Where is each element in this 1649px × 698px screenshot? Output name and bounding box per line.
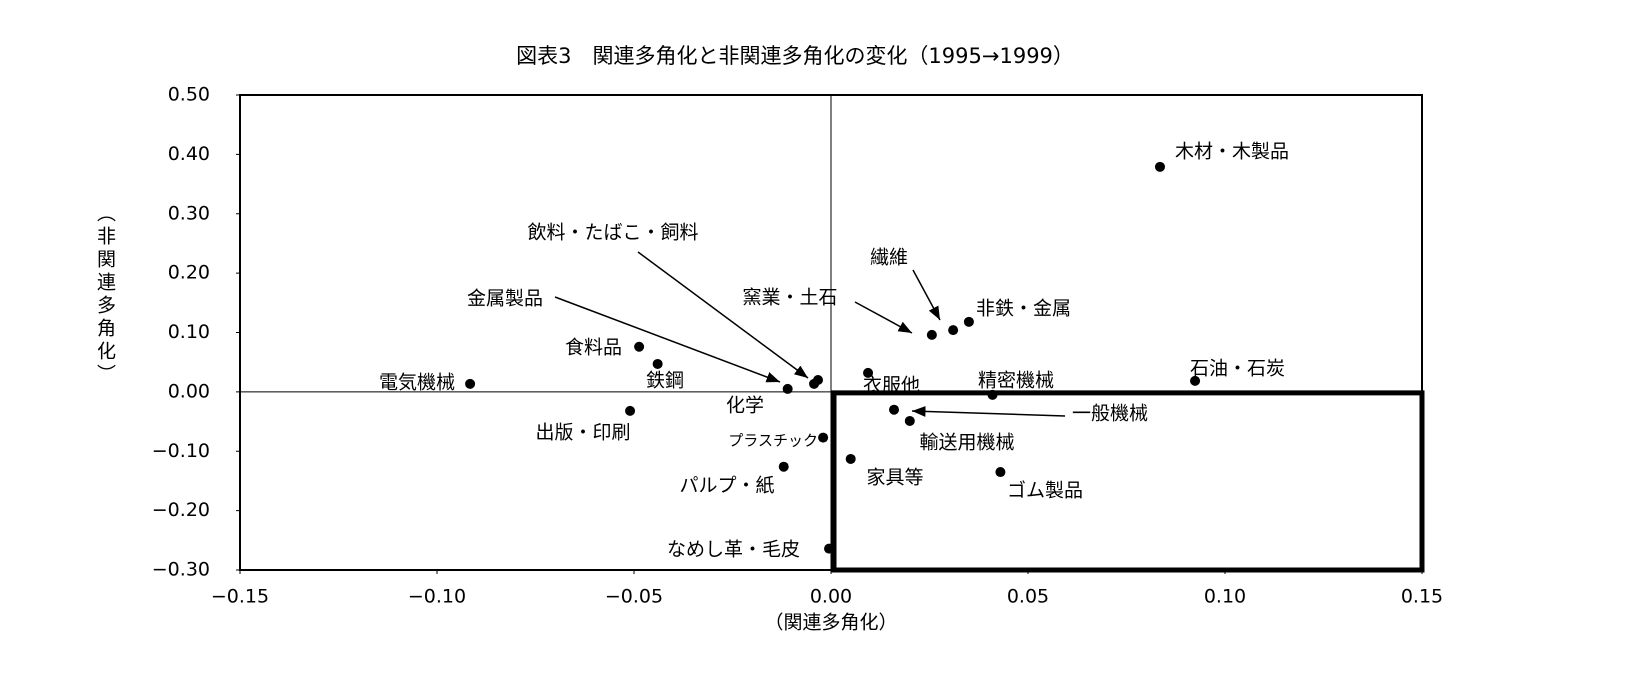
y-tick-label: 0.10 — [168, 321, 210, 343]
point-label: 輸送用機械 — [919, 432, 1014, 454]
y-tick-label: 0.40 — [168, 143, 210, 165]
point — [889, 404, 900, 415]
point-label: 窯業・土石 — [742, 287, 837, 309]
y-tick-label: 0.00 — [168, 380, 210, 402]
y-tick-label: −0.30 — [152, 559, 210, 581]
point — [963, 316, 974, 327]
point — [778, 461, 789, 472]
point-label: 家具等 — [866, 467, 923, 489]
point — [845, 453, 856, 464]
point-label: 木材・木製品 — [1175, 141, 1289, 163]
point-label: 化学 — [726, 395, 764, 417]
y-axis-label: （非関連多角化） — [94, 203, 116, 387]
y-tick-label: −0.10 — [152, 440, 210, 462]
point — [995, 467, 1006, 478]
point-label: 精密機械 — [978, 370, 1054, 392]
point-label: 繊維 — [870, 247, 908, 269]
point-label: 出版・印刷 — [535, 422, 630, 444]
point-label: 衣服他 — [863, 375, 920, 397]
label-arrow — [637, 251, 809, 379]
label-arrow — [911, 406, 1066, 417]
point — [926, 329, 937, 340]
x-tick-label: 0.10 — [1204, 586, 1246, 608]
point-label: プラスチック — [728, 432, 818, 450]
y-tick-label: −0.20 — [152, 499, 210, 521]
point-label: 鉄鋼 — [646, 370, 684, 392]
x-tick-label: 0.15 — [1401, 586, 1443, 608]
point — [863, 367, 874, 378]
point — [948, 325, 959, 336]
point-label: パルプ・紙 — [679, 475, 774, 497]
x-tick-label: −0.05 — [605, 586, 663, 608]
x-tick-label: −0.15 — [211, 586, 269, 608]
chart-title: 図表3 関連多角化と非関連多角化の変化（1995→1999） — [516, 44, 1074, 68]
label-arrow — [912, 269, 941, 321]
point — [824, 543, 835, 554]
point-label: 石油・石炭 — [1190, 358, 1285, 380]
point-label: なめし革・毛皮 — [667, 539, 800, 561]
point — [987, 389, 998, 400]
x-tick-label: 0.00 — [810, 586, 852, 608]
point — [465, 378, 476, 389]
highlight-box — [831, 390, 1425, 573]
point — [782, 383, 793, 394]
point-label: ゴム製品 — [1007, 480, 1083, 502]
label-arrow — [554, 296, 781, 383]
y-tick-label: 0.50 — [168, 84, 210, 106]
point — [818, 432, 829, 443]
point — [1190, 375, 1201, 386]
point-label: 飲料・たばこ・飼料 — [527, 222, 698, 244]
y-tick-label: 0.20 — [168, 262, 210, 284]
point — [625, 405, 636, 416]
x-tick-label: −0.10 — [408, 586, 466, 608]
x-axis-label: （関連多角化） — [764, 612, 897, 634]
point — [652, 358, 663, 369]
point-label: 金属製品 — [467, 288, 543, 310]
point — [904, 415, 915, 426]
label-arrow — [854, 301, 913, 334]
y-tick-label: 0.30 — [168, 202, 210, 224]
point-label: 食料品 — [565, 337, 622, 359]
point — [634, 341, 645, 352]
point — [1154, 161, 1165, 172]
point-label: 一般機械 — [1072, 403, 1148, 425]
point-label: 非鉄・金属 — [976, 298, 1071, 320]
point — [809, 378, 820, 389]
x-tick-label: 0.05 — [1007, 586, 1049, 608]
point-label: 電気機械 — [379, 372, 455, 394]
